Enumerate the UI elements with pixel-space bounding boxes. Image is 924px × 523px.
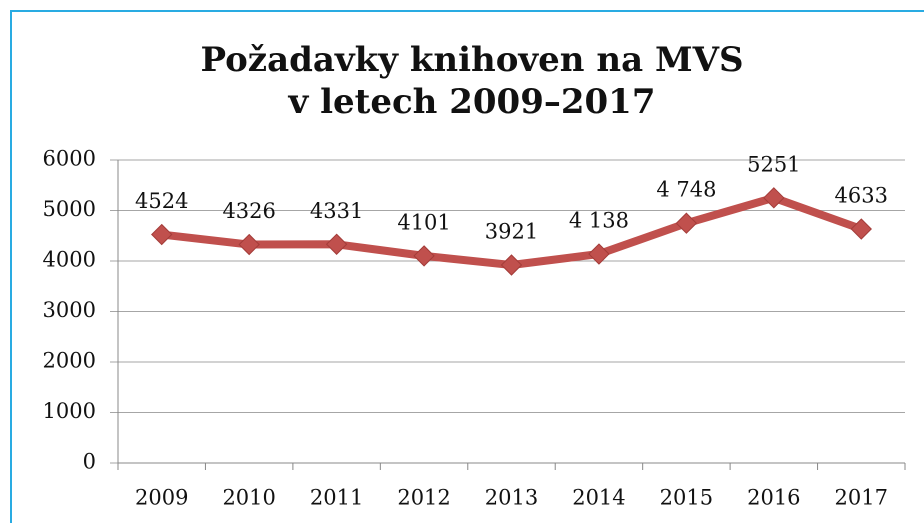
data-label: 4326: [222, 199, 275, 223]
data-label: 4101: [397, 210, 450, 234]
x-tick-label: 2016: [747, 486, 800, 510]
data-label: 4 138: [569, 209, 629, 233]
x-tick-label: 2011: [310, 486, 363, 510]
x-tick-label: 2015: [660, 486, 713, 510]
data-label: 4524: [135, 189, 188, 213]
data-label: 3921: [485, 219, 538, 243]
x-tick-label: 2012: [397, 486, 450, 510]
marker: [151, 223, 173, 246]
x-tick-label: 2010: [222, 486, 275, 510]
chart-frame: [10, 10, 924, 523]
data-label: 4633: [835, 184, 888, 208]
data-label: 5251: [747, 152, 800, 176]
marker: [413, 245, 435, 267]
x-tick-label: 2013: [485, 486, 538, 510]
x-tick-label: 2009: [135, 486, 188, 510]
x-tick-label: 2017: [835, 486, 888, 510]
marker: [763, 187, 785, 209]
y-tick-label: 6000: [43, 147, 96, 171]
marker: [325, 233, 348, 255]
marker: [588, 243, 610, 265]
data-label: 4331: [310, 199, 363, 223]
chart-title: v letech 2009–2017: [288, 82, 656, 122]
marker: [238, 233, 260, 256]
marker: [850, 218, 872, 240]
y-tick-label: 4000: [43, 248, 96, 272]
y-tick-label: 3000: [43, 298, 96, 322]
y-tick-label: 0: [83, 450, 96, 474]
marker: [675, 212, 698, 234]
marker: [500, 254, 523, 276]
chart-title: Požadavky knihoven na MVS: [200, 40, 743, 80]
x-tick-label: 2014: [572, 486, 625, 510]
data-label: 4 748: [656, 178, 716, 202]
y-tick-label: 1000: [43, 399, 96, 423]
y-tick-label: 2000: [43, 349, 96, 373]
y-tick-label: 5000: [43, 197, 96, 221]
